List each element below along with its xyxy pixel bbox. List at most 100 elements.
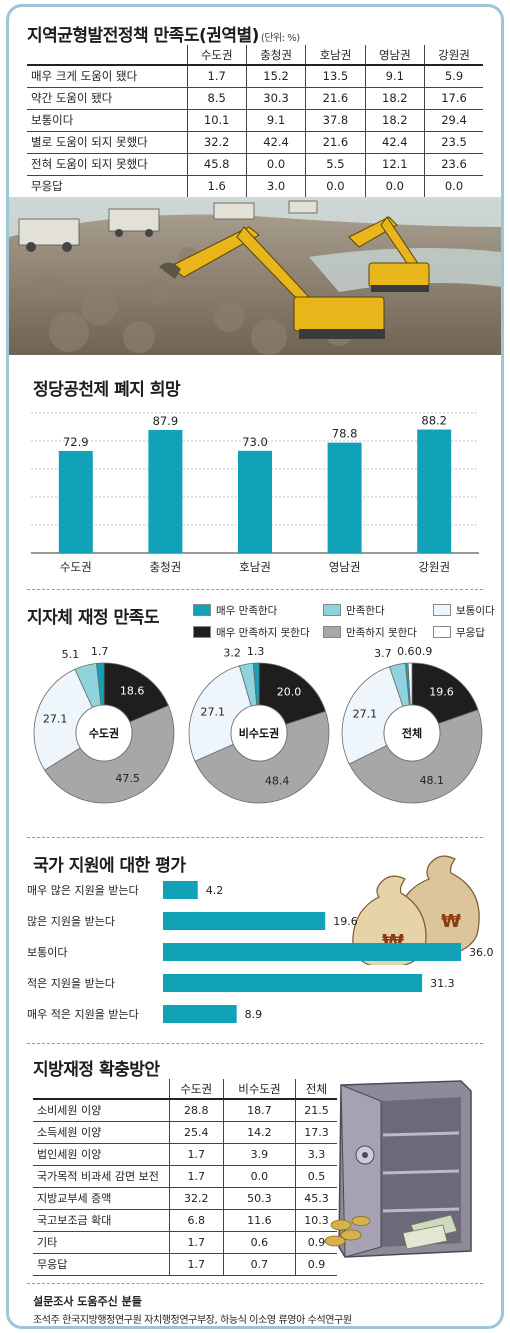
table-row: 전혀 도움이 되지 못했다 45.8 0.0 5.5 12.1 23.6	[27, 153, 483, 176]
table-cell: 45.3	[294, 1187, 337, 1210]
legend-swatch	[323, 604, 341, 616]
table-cell: 5.9	[424, 64, 483, 88]
table-cell: 17.3	[294, 1121, 337, 1144]
table-row: 기타 1.7 0.6 0.9	[33, 1231, 337, 1254]
table-cell: 28.8	[168, 1098, 224, 1122]
legend-item: 보통이다	[433, 603, 495, 618]
table-cell: 1.7	[168, 1231, 224, 1254]
row-label: 국가목적 비과세 감면 보전	[33, 1165, 169, 1188]
row-label: 기타	[33, 1231, 169, 1254]
bar-value-label: 78.8	[332, 427, 358, 441]
legend-item: 만족한다	[323, 603, 385, 618]
table-cell: 14.2	[222, 1121, 296, 1144]
table-cell: 11.6	[222, 1209, 296, 1232]
table-cell: 23.5	[424, 131, 483, 154]
t5-col-header: 수도권	[168, 1079, 224, 1099]
donut-hole	[383, 704, 441, 762]
bar	[163, 974, 423, 992]
table-cell: 18.2	[364, 87, 425, 110]
t1-col-header: 호남권	[305, 45, 366, 65]
table-cell: 0.9	[294, 1231, 337, 1254]
legend-label: 보통이다	[456, 605, 495, 617]
table-cell: 45.8	[186, 153, 247, 176]
section3-donut-charts: 18.6 47.5 27.1 5.1 1.7 수도권 20.0 48.4 27.1 3.2 1.3 비…	[33, 647, 483, 804]
bar	[163, 1005, 237, 1023]
donut-value-label: 19.6	[429, 685, 454, 698]
row-label: 법인세원 이양	[33, 1143, 169, 1166]
footer-title: 설문조사 도움주신 분들	[33, 1295, 142, 1308]
donut-value-label: 27.1	[43, 712, 68, 725]
row-label: 매우 크게 도움이 됐다	[27, 64, 187, 88]
table-cell: 13.5	[305, 64, 366, 88]
table-cell: 0.6	[222, 1231, 296, 1254]
x-tick-label: 수도권	[60, 560, 92, 574]
table-cell: 10.1	[186, 109, 247, 132]
table-cell: 3.9	[222, 1143, 296, 1166]
t1-col-header: 영남권	[364, 45, 425, 65]
bar	[238, 450, 272, 553]
table-cell: 0.0	[245, 153, 306, 176]
table-cell: 1.7	[168, 1165, 224, 1188]
row-label: 무응답	[33, 1253, 169, 1276]
table-cell: 18.2	[364, 109, 425, 132]
legend-swatch	[433, 604, 451, 616]
t5-col-header: 전체	[294, 1079, 337, 1099]
table-row: 무응답 1.6 3.0 0.0 0.0 0.0	[27, 175, 483, 198]
table-cell: 0.0	[424, 175, 483, 198]
table-cell: 9.1	[245, 109, 306, 132]
bar-value-label: 19.6	[333, 915, 358, 928]
row-label: 지방교부세 증액	[33, 1187, 169, 1210]
donut-value-label: 1.3	[247, 647, 265, 658]
donut-value-label: 27.1	[201, 705, 226, 718]
table-cell: 25.4	[168, 1121, 224, 1144]
row-label: 약간 도움이 됐다	[27, 87, 187, 110]
section4-title: 국가 지원에 대한 평가	[33, 856, 186, 876]
table-row: 지방교부세 증액 32.2 50.3 45.3	[33, 1187, 337, 1210]
table-row: 국가목적 비과세 감면 보전 1.7 0.0 0.5	[33, 1165, 337, 1188]
legend-item: 만족하지 못한다	[323, 625, 417, 640]
x-tick-label: 강원권	[418, 560, 450, 574]
donut-value-label: 20.0	[277, 686, 302, 699]
bar	[58, 450, 93, 553]
table-cell: 32.2	[168, 1187, 224, 1210]
section2-title: 정당공천제 폐지 희망	[33, 380, 181, 400]
section1-unit: (단위: %)	[260, 33, 300, 44]
table-cell: 0.0	[222, 1165, 296, 1188]
donut-value-label: 48.4	[265, 775, 290, 788]
legend-swatch	[193, 626, 211, 638]
construction-photo	[9, 197, 501, 355]
legend-swatch	[193, 604, 211, 616]
table-cell: 30.3	[245, 87, 306, 110]
table-cell: 12.1	[364, 153, 425, 176]
table-row: 약간 도움이 됐다 8.5 30.3 21.6 18.2 17.6	[27, 87, 483, 110]
table-cell: 3.3	[294, 1143, 337, 1166]
section2-bar-chart: 72.9 수도권 87.9 충청권 73.0 호남권 78.8 영남권 88.2 강원권	[31, 412, 479, 574]
donut-center-label: 비수도권	[239, 726, 279, 740]
y-tick-label: 적은 지원을 받는다	[27, 977, 115, 990]
bar-value-label: 72.9	[63, 435, 89, 449]
table-cell: 23.6	[424, 153, 483, 176]
legend-item: 무응답	[433, 625, 485, 640]
donut-value-label: 3.7	[374, 647, 392, 660]
won-symbol-2: ₩	[441, 911, 461, 932]
legend-label: 매우 만족하지 못한다	[216, 627, 310, 639]
table-cell: 5.5	[305, 153, 366, 176]
table-cell: 3.0	[245, 175, 306, 198]
table-cell: 1.6	[186, 175, 247, 198]
bar	[148, 429, 183, 553]
table-cell: 32.2	[186, 131, 247, 154]
safe-illustration	[324, 1080, 472, 1258]
bar-value-label: 87.9	[153, 414, 179, 428]
legend-label: 무응답	[456, 627, 485, 639]
row-label: 전혀 도움이 되지 못했다	[27, 153, 187, 176]
donut-value-label: 48.1	[420, 774, 445, 787]
table-cell: 17.6	[424, 87, 483, 110]
x-tick-label: 호남권	[239, 560, 271, 574]
table-cell: 42.4	[245, 131, 306, 154]
t1-col-header: 수도권	[186, 45, 247, 65]
table-cell: 15.2	[245, 64, 306, 88]
bar	[417, 429, 452, 553]
table-cell: 21.6	[305, 131, 366, 154]
footer-text: 조석주 한국지방행정연구원 자치행정연구부장, 하능식 이소영 류영아 수석연구…	[33, 1315, 352, 1326]
table-row: 별로 도움이 되지 못했다 32.2 42.4 21.6 42.4 23.5	[27, 131, 483, 154]
